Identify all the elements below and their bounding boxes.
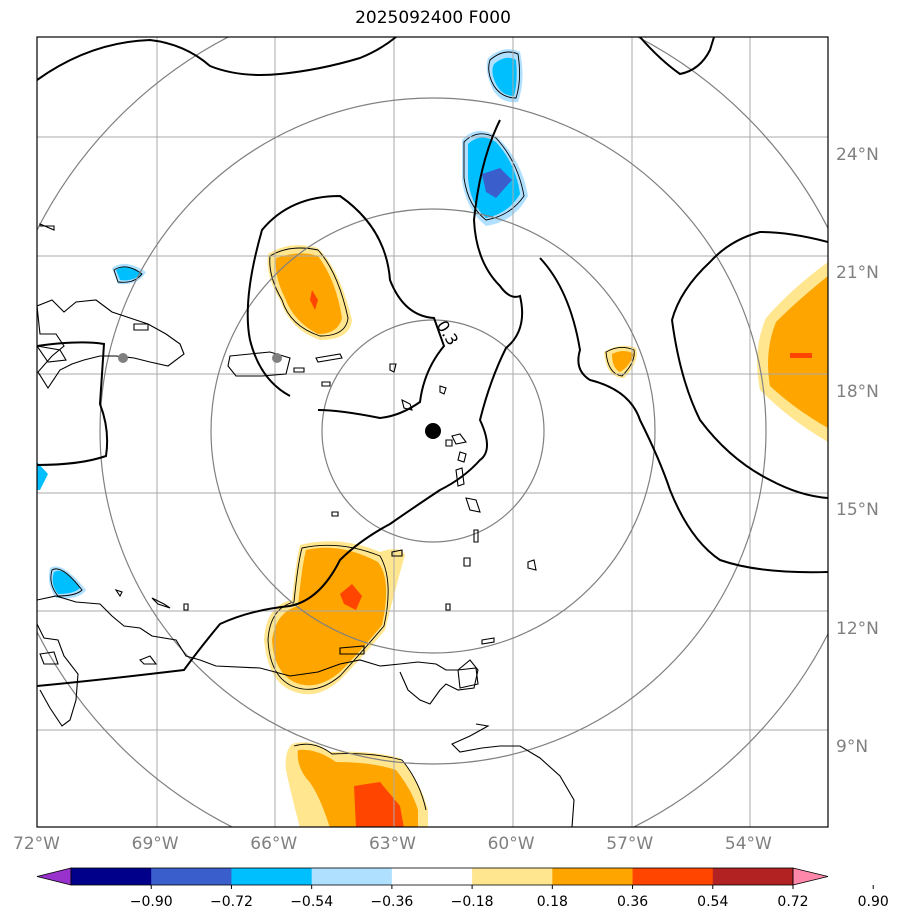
plot-frame bbox=[36, 36, 829, 828]
shade-outlines bbox=[50, 51, 635, 811]
colorbar-tick-label: 0.18 bbox=[536, 894, 568, 910]
lon-tick-label: 72°W bbox=[13, 834, 60, 854]
colorbar bbox=[36, 867, 874, 889]
lat-tick-label: 18°N bbox=[836, 381, 879, 402]
isolines bbox=[37, 37, 828, 687]
coastlines bbox=[37, 223, 575, 827]
colorbar-segment bbox=[231, 868, 313, 885]
colorbar-segment bbox=[71, 868, 152, 885]
colorbar-tick-label: 0.72 bbox=[777, 894, 809, 910]
colorbar-segment bbox=[632, 868, 714, 885]
colorbar-tick-label: 0.90 bbox=[857, 894, 889, 910]
colorbar-tick-label: 0.54 bbox=[697, 894, 729, 910]
graticule bbox=[37, 37, 828, 827]
colorbar-tick-label: 0.36 bbox=[616, 894, 649, 910]
colorbar-segment bbox=[391, 868, 473, 885]
range-rings bbox=[37, 37, 828, 827]
lon-tick-label: 63°W bbox=[368, 834, 416, 854]
lat-tick-label: 15°N bbox=[836, 500, 879, 520]
gray-marker bbox=[272, 353, 282, 363]
colorbar-tick-label: −0.36 bbox=[370, 894, 414, 910]
center-marker bbox=[425, 423, 441, 439]
lat-tick-label: 21°N bbox=[836, 263, 879, 283]
colorbar-outline bbox=[70, 867, 794, 886]
colorbar-segment bbox=[151, 868, 232, 885]
lon-tick-label: 57°W bbox=[606, 834, 654, 854]
colorbar-segment bbox=[311, 868, 393, 885]
colorbar-segment bbox=[712, 868, 794, 885]
location-markers bbox=[118, 353, 441, 439]
map-title: 2025092400 F000 bbox=[355, 8, 511, 28]
colorbar-tick-label: −0.90 bbox=[129, 894, 173, 910]
gray-marker bbox=[118, 353, 128, 363]
colorbar-segment bbox=[472, 868, 553, 885]
colorbar-tick-label: −0.72 bbox=[209, 894, 253, 910]
colorbar-tick-label: −0.18 bbox=[450, 894, 494, 910]
lon-tick-label: 69°W bbox=[131, 834, 179, 854]
lon-tick-label: 66°W bbox=[250, 834, 298, 854]
colorbar-extend-high bbox=[792, 867, 829, 886]
positive-anomaly-areas bbox=[264, 245, 828, 827]
negative-anomaly-areas bbox=[37, 49, 528, 599]
lon-tick-label: 54°W bbox=[724, 834, 772, 854]
lat-tick-label: 9°N bbox=[836, 737, 869, 757]
contour-label: 0.3 bbox=[433, 317, 463, 349]
lat-tick-label: 24°N bbox=[836, 144, 879, 165]
colorbar-tick-label: −0.54 bbox=[290, 894, 334, 910]
lat-tick-label: 12°N bbox=[836, 618, 879, 639]
colorbar-extend-low bbox=[36, 867, 72, 886]
lon-tick-label: 60°W bbox=[487, 834, 535, 854]
colorbar-segment bbox=[552, 868, 634, 885]
